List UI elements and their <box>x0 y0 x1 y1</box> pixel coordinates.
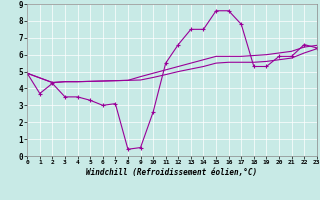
X-axis label: Windchill (Refroidissement éolien,°C): Windchill (Refroidissement éolien,°C) <box>86 168 258 177</box>
